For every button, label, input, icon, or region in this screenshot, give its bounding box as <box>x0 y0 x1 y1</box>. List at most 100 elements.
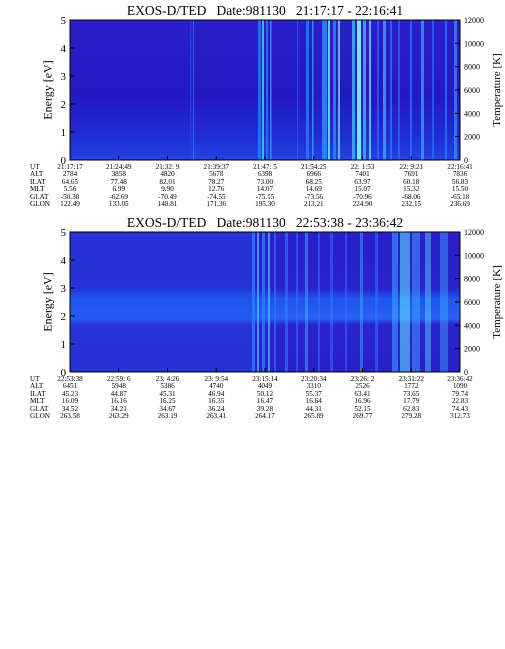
orbit-cell: 16.96 <box>354 397 371 406</box>
y-tick-label-left: 2 <box>61 311 67 323</box>
orbit-cell: 5.56 <box>63 185 77 194</box>
spectrogram-panel-2: EXOS-D/TED Date:981130 22:53:38 - 23:36:… <box>0 212 505 427</box>
plot-background <box>70 20 460 160</box>
spectrum-streak <box>357 20 361 160</box>
y-tick-label-left: 5 <box>61 227 67 239</box>
orbit-cell: 279.28 <box>401 411 422 420</box>
spectrum-streak <box>392 232 398 372</box>
spectrum-streak <box>193 20 194 160</box>
spectrum-streak <box>432 20 434 160</box>
orbit-cell: 6398 <box>257 170 273 179</box>
orbit-cell: 263.19 <box>157 411 178 420</box>
orbit-cell: 16.09 <box>61 397 79 406</box>
orbit-row-ut: UT 21:17:17 21:24:49 21:32: 9 21:39:37 21:47:… <box>0 163 505 171</box>
orbit-row-label: GLON <box>30 199 50 208</box>
spectrum-streak <box>296 232 298 372</box>
orbit-cell: 6.99 <box>112 185 126 194</box>
spectrum-streak <box>425 232 431 372</box>
spectrum-streak <box>333 20 336 160</box>
y-tick-label-left: 5 <box>61 15 67 27</box>
orbit-row-label: ALT <box>30 382 44 391</box>
spectrum-streak <box>297 20 298 160</box>
orbit-row-label: UT <box>30 375 40 383</box>
spectrogram-panel-1: EXOS-D/TED Date:981130 21:17:17 - 22:16:… <box>0 0 505 215</box>
orbit-cell: 4049 <box>257 382 273 391</box>
y-tick-label-left: 3 <box>61 283 67 295</box>
orbit-cell: 77.48 <box>110 177 127 186</box>
orbit-cell: 195.30 <box>255 199 275 208</box>
orbit-cell: 23: 9:54 <box>204 375 229 383</box>
y-tick-label-right: 6000 <box>464 298 480 307</box>
y-tick-label-right: 0 <box>464 156 468 165</box>
orbit-row-label: ILAT <box>30 389 46 398</box>
orbit-cell: 62.83 <box>403 404 420 413</box>
spectrum-streak <box>412 232 420 372</box>
y-tick-label-left: 0 <box>61 367 67 379</box>
orbit-cell: -73.56 <box>304 192 324 201</box>
orbit-row-ilat: ILAT 45.23 44.87 45.31 46.94 50.12 55.37 63.41 7… <box>0 389 505 398</box>
orbit-cell: 14.07 <box>256 185 274 194</box>
orbit-cell: 5948 <box>111 382 126 391</box>
orbit-cell: 17.79 <box>403 397 420 406</box>
y-tick-label-right: 12000 <box>464 228 484 237</box>
orbit-cell: 45.23 <box>61 389 79 398</box>
orbit-cell: 312.73 <box>450 411 470 420</box>
orbit-cell: 52.15 <box>354 404 371 413</box>
orbit-cell: 15.32 <box>403 185 420 194</box>
orbit-cell: 213.21 <box>303 199 324 208</box>
orbit-cell: 22: 9:21 <box>399 163 424 171</box>
orbit-cell: 79.74 <box>451 389 469 398</box>
orbit-cell: 3310 <box>306 382 321 391</box>
orbit-cell: 21:17:17 <box>57 163 83 171</box>
orbit-cell: -65.18 <box>450 192 470 201</box>
orbit-cell: 23:15:14 <box>252 375 278 383</box>
orbit-cell: 55.37 <box>305 389 322 398</box>
orbit-cell: 7401 <box>355 170 370 179</box>
orbit-cell: 21:39:37 <box>203 163 230 171</box>
y-tick-label-left: 1 <box>61 127 67 139</box>
orbit-cell: 3858 <box>111 170 126 179</box>
orbit-cell: 4740 <box>209 382 224 391</box>
orbit-cell: 64.65 <box>61 177 79 186</box>
orbit-cell: 122.49 <box>60 199 80 208</box>
orbit-row-alt: ALT 6451 5948 5386 4740 4049 3310 2526 1772 1090 <box>0 382 505 391</box>
spectrum-streak <box>363 20 366 160</box>
y-tick-label-right: 4000 <box>464 109 480 118</box>
y-tick-label-left: 1 <box>61 339 67 351</box>
orbit-cell: 263.29 <box>108 411 129 420</box>
orbit-cell: 7836 <box>452 170 468 179</box>
spectrum-streak <box>257 232 259 372</box>
y-tick-label-right: 4000 <box>464 321 480 330</box>
spectrum-streak <box>305 232 308 372</box>
y-tick-label-right: 8000 <box>464 63 480 72</box>
orbit-cell: 63.41 <box>354 389 371 398</box>
orbit-cell: 16.64 <box>305 397 322 406</box>
orbit-row-glat: GLAT -50.38 -62.69 -70.49 -74.55 -75.15 -73.56… <box>0 192 505 201</box>
orbit-cell: 1772 <box>404 382 419 391</box>
orbit-row-mlt: MLT 16.09 16.16 16.25 16.35 16.47 16.64 16.96 17… <box>0 397 505 406</box>
spectrum-streak <box>274 232 276 372</box>
chart-title: EXOS-D/TED Date:981130 21:17:17 - 22:16:… <box>126 3 404 18</box>
orbit-cell: 2784 <box>62 170 78 179</box>
orbit-cell: 269.77 <box>352 411 373 420</box>
orbit-cell: 34.52 <box>61 404 79 413</box>
spectrogram-plot: 0 1 2 3 4 5 0 2000 4000 6000 8000 10000 12000 <box>61 15 485 167</box>
orbit-cell: 39.28 <box>256 404 274 413</box>
orbit-cell: 63.97 <box>354 177 371 186</box>
orbit-cell: 5386 <box>160 382 175 391</box>
orbit-row-label: MLT <box>30 397 45 406</box>
orbit-row-label: GLAT <box>30 404 49 413</box>
y-tick-label-right: 2000 <box>464 133 480 142</box>
orbit-cell: 14.69 <box>305 185 322 194</box>
chart-title: EXOS-D/TED Date:981130 22:53:38 - 23:36:… <box>126 215 404 230</box>
orbit-row-alt: ALT 2784 3858 4820 5678 6398 6966 7401 7691 7836 <box>0 170 505 179</box>
orbit-cell: 73.00 <box>256 177 274 186</box>
orbit-cell: -68.06 <box>401 192 421 201</box>
orbit-cell: 45.31 <box>159 389 176 398</box>
orbit-cell: 56.83 <box>451 177 469 186</box>
orbit-cell: 12.76 <box>208 185 225 194</box>
orbit-cell: 22: 1:53 <box>350 163 375 171</box>
orbit-row-label: MLT <box>30 185 45 194</box>
orbit-cell: 23:36:42 <box>447 375 473 383</box>
orbit-cell: 224.90 <box>352 199 373 208</box>
